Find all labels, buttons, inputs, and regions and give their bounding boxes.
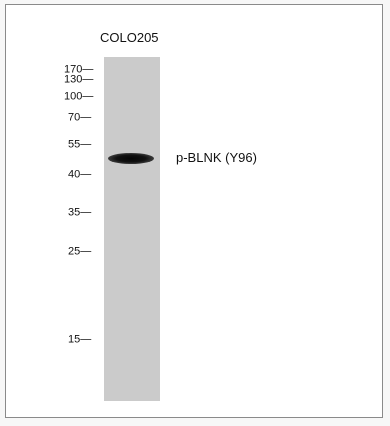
- sample-label: COLO205: [100, 30, 159, 45]
- marker-55: 55—: [68, 138, 92, 151]
- marker-25: 25—: [68, 245, 92, 258]
- blot-frame: [5, 4, 383, 418]
- marker-40: 40—: [68, 168, 92, 181]
- marker-100: 100—: [64, 90, 94, 103]
- protein-band: [108, 153, 154, 164]
- marker-15: 15—: [68, 333, 92, 346]
- band-label: p-BLNK (Y96): [176, 150, 257, 165]
- marker-70: 70—: [68, 111, 92, 124]
- marker-35: 35—: [68, 206, 92, 219]
- marker-170: 170—: [64, 63, 94, 76]
- marker-130: 130—: [64, 73, 94, 86]
- gel-lane: [104, 57, 160, 401]
